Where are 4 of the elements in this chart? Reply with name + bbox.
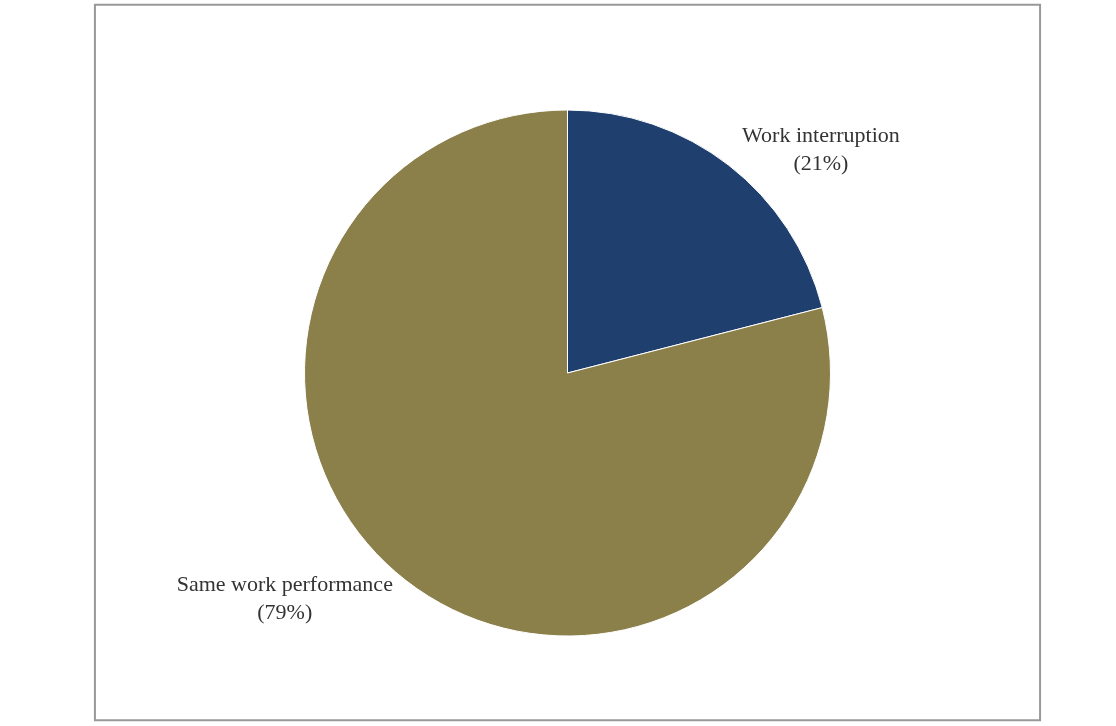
data-label: (79%)	[257, 599, 313, 625]
slice-label: Same work performance	[176, 570, 393, 596]
slice-label: Work interruption	[742, 121, 900, 147]
data-label: (21%)	[793, 150, 849, 176]
